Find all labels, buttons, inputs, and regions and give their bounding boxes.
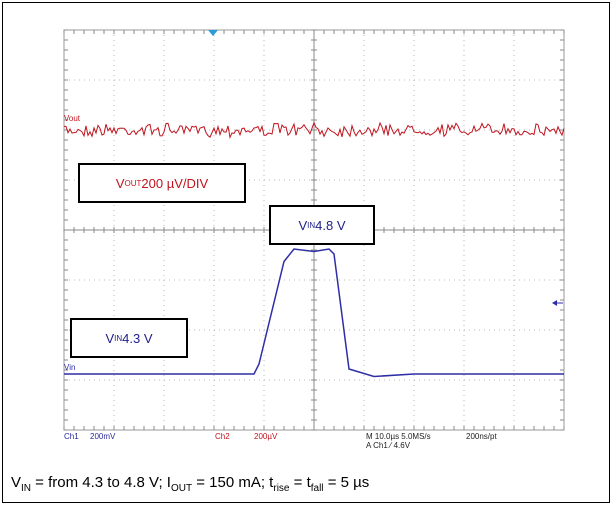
vin-low-annotation: V IN 4.3 V <box>70 318 188 358</box>
vout-scale-annotation: V OUT 200 µV/DIV <box>78 163 246 203</box>
trigger-position-marker-icon <box>208 30 218 36</box>
scope-status-bar: Ch1 200mV Ch2 200µV M 10.0µs 5.0MS/s 200… <box>64 432 564 450</box>
vout-trace <box>63 121 565 139</box>
trigger-level-arrow-icon <box>552 300 563 306</box>
vin-high-annotation: V IN 4.8 V <box>269 205 375 245</box>
sample-interval-readout: 200ns/pt <box>466 432 497 441</box>
vout-trace-label: Vout <box>64 114 81 123</box>
ch1-scale: 200mV <box>90 432 116 441</box>
ch2-scale: 200µV <box>254 432 278 441</box>
vin-trace <box>64 248 564 378</box>
figure-caption: VIN = from 4.3 to 4.8 V; IOUT = 150 mA; … <box>11 474 370 494</box>
ch1-label: Ch1 <box>64 432 79 441</box>
ch2-label: Ch2 <box>215 432 230 441</box>
timebase-readout: M 10.0µs 5.0MS/s <box>366 432 431 441</box>
trigger-readout: A Ch1 ⁄ 4.6V <box>366 441 411 450</box>
vin-trace-label: Vin <box>64 363 75 372</box>
figure-frame <box>2 2 610 503</box>
